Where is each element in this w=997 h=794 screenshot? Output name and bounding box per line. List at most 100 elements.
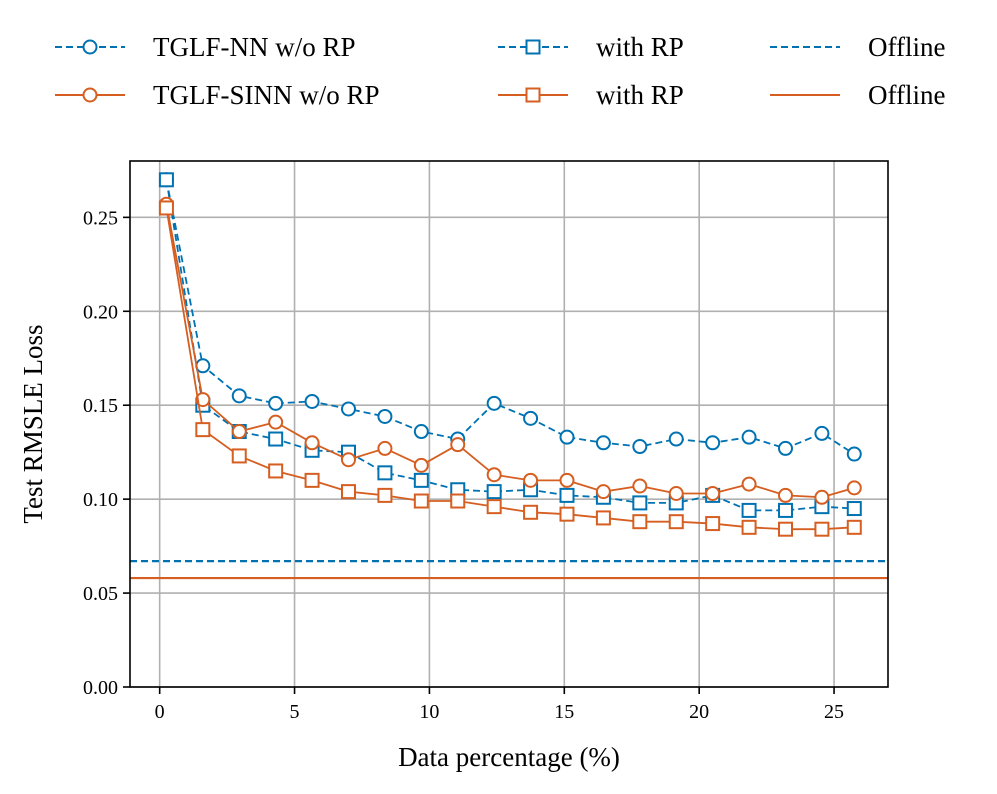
data-point bbox=[632, 495, 648, 511]
data-point bbox=[559, 472, 575, 488]
series-line bbox=[165, 179, 855, 512]
data-point bbox=[377, 408, 393, 424]
data-point bbox=[741, 476, 757, 492]
data-point bbox=[158, 200, 174, 216]
legend-marker bbox=[82, 87, 98, 103]
data-point bbox=[632, 478, 648, 494]
legend-entry: TGLF-NN w/o RP bbox=[55, 32, 356, 62]
data-point bbox=[814, 425, 830, 441]
data-point bbox=[595, 435, 611, 451]
data-point bbox=[559, 429, 575, 445]
legend-label: TGLF-SINN w/o RP bbox=[153, 80, 380, 110]
data-point bbox=[486, 467, 502, 483]
y-tick-label: 0.05 bbox=[83, 583, 118, 605]
y-tick-label: 0.10 bbox=[83, 489, 118, 511]
data-point bbox=[377, 465, 393, 481]
data-point bbox=[705, 486, 721, 502]
series-layer bbox=[158, 172, 862, 537]
legend-label: TGLF-NN w/o RP bbox=[153, 32, 356, 62]
legend-label: with RP bbox=[596, 80, 684, 110]
grid bbox=[130, 161, 888, 688]
data-point bbox=[559, 506, 575, 522]
legend-entry: Offline bbox=[770, 32, 945, 62]
data-point bbox=[304, 435, 320, 451]
x-tick-label: 25 bbox=[824, 701, 844, 723]
data-point bbox=[705, 516, 721, 532]
data-point bbox=[340, 452, 356, 468]
data-point bbox=[846, 480, 862, 496]
legend-marker bbox=[525, 87, 541, 103]
data-point bbox=[195, 392, 211, 408]
data-point bbox=[304, 472, 320, 488]
data-point bbox=[632, 514, 648, 530]
data-point bbox=[413, 457, 429, 473]
x-axis-label: Data percentage (%) bbox=[398, 742, 620, 772]
data-point bbox=[231, 424, 247, 440]
data-point bbox=[268, 463, 284, 479]
x-tick-label: 5 bbox=[290, 701, 300, 723]
legend-entry: TGLF-SINN w/o RP bbox=[55, 80, 380, 110]
data-point bbox=[195, 422, 211, 438]
data-point bbox=[705, 435, 721, 451]
data-point bbox=[377, 440, 393, 456]
legend-label: Offline bbox=[868, 32, 945, 62]
legend-label: with RP bbox=[596, 32, 684, 62]
data-point bbox=[846, 519, 862, 535]
legend-marker bbox=[525, 39, 541, 55]
data-point bbox=[413, 472, 429, 488]
legend-label: Offline bbox=[868, 80, 945, 110]
data-point bbox=[741, 519, 757, 535]
data-point bbox=[523, 504, 539, 520]
ticks: 0 5 10 15 20 25 0.00 0.05 0.10 0.15 0.20 0.25 bbox=[83, 207, 844, 723]
plot-frame bbox=[129, 160, 889, 688]
data-point bbox=[413, 493, 429, 509]
x-tick-label: 10 bbox=[419, 701, 439, 723]
series-3 bbox=[158, 200, 862, 537]
data-point bbox=[777, 521, 793, 537]
y-tick-label: 0.20 bbox=[83, 301, 118, 323]
data-point bbox=[668, 431, 684, 447]
legend: TGLF-NN w/o RP TGLF-SINN w/o RP with RP wit… bbox=[55, 32, 945, 110]
y-tick-label: 0.00 bbox=[83, 677, 118, 699]
x-tick-label: 20 bbox=[689, 701, 709, 723]
data-point bbox=[559, 487, 575, 503]
data-point bbox=[668, 486, 684, 502]
data-point bbox=[523, 410, 539, 426]
data-point bbox=[450, 437, 466, 453]
y-tick-label: 0.25 bbox=[83, 207, 118, 229]
data-point bbox=[741, 502, 757, 518]
data-point bbox=[523, 472, 539, 488]
data-point bbox=[814, 521, 830, 537]
data-point bbox=[777, 502, 793, 518]
series-line bbox=[165, 204, 855, 499]
legend-marker bbox=[82, 39, 98, 55]
data-point bbox=[158, 172, 174, 188]
x-tick-label: 15 bbox=[554, 701, 574, 723]
data-point bbox=[304, 393, 320, 409]
series-2 bbox=[158, 196, 862, 505]
x-tick-label: 0 bbox=[155, 701, 165, 723]
data-point bbox=[450, 493, 466, 509]
data-point bbox=[268, 395, 284, 411]
series-line bbox=[165, 179, 855, 455]
data-point bbox=[268, 431, 284, 447]
axes bbox=[129, 160, 889, 688]
data-point bbox=[595, 510, 611, 526]
data-point bbox=[340, 401, 356, 417]
data-point bbox=[632, 439, 648, 455]
data-point bbox=[231, 388, 247, 404]
data-point bbox=[846, 446, 862, 462]
data-point bbox=[846, 501, 862, 517]
data-point bbox=[741, 429, 757, 445]
reference-lines bbox=[130, 560, 888, 580]
y-axis-label: Test RMSLE Loss bbox=[18, 324, 48, 523]
data-point bbox=[377, 487, 393, 503]
data-point bbox=[340, 484, 356, 500]
data-point bbox=[777, 487, 793, 503]
data-point bbox=[668, 514, 684, 530]
data-point bbox=[486, 499, 502, 515]
legend-entry: Offline bbox=[770, 80, 945, 110]
data-point bbox=[486, 395, 502, 411]
data-point bbox=[231, 448, 247, 464]
